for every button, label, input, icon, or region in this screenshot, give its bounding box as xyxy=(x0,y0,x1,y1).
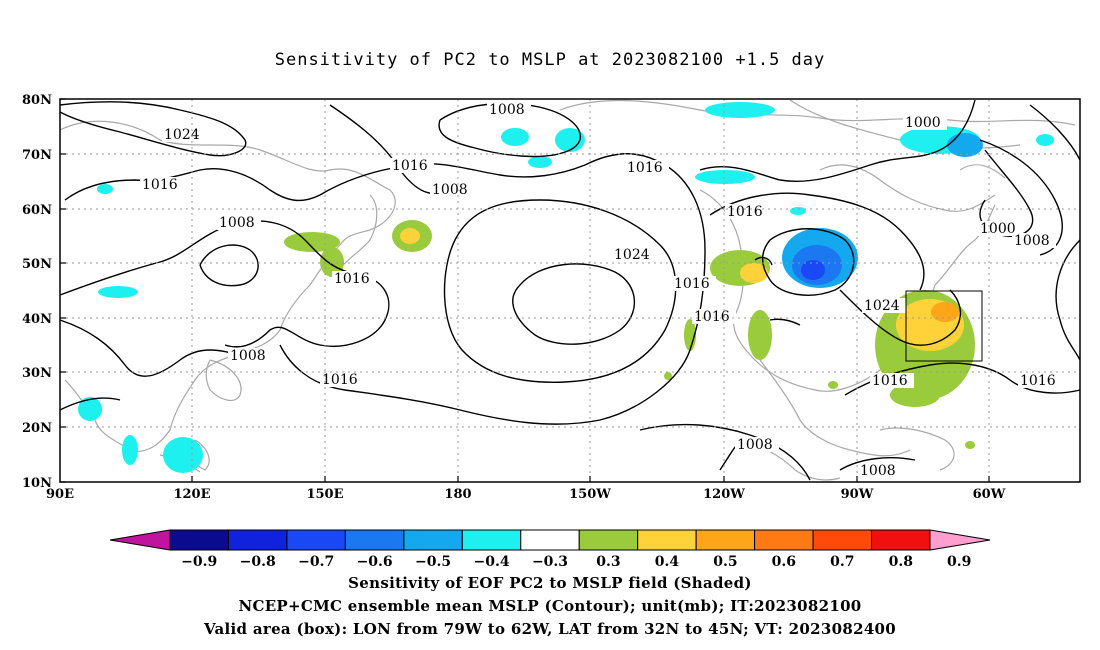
latitude-labels: 80N 70N 60N 50N 40N 30N 20N 10N xyxy=(22,93,52,491)
colorbar: −0.9 −0.8 −0.7 −0.6 −0.5 −0.4 −0.3 0.3 0.4 0.5 0.6… xyxy=(109,529,991,570)
colorbar-cell xyxy=(695,529,756,551)
lat-label-70n: 70N xyxy=(22,148,52,163)
colorbar-tick-label: 0.6 xyxy=(772,554,796,570)
contour-label: 1008 xyxy=(860,463,896,479)
contour-label: 1016 xyxy=(674,276,710,292)
contour-label: 1008 xyxy=(230,348,266,364)
colorbar-cell xyxy=(812,529,873,551)
contour-label: 1016 xyxy=(694,309,730,325)
contour-label: 1016 xyxy=(322,372,358,388)
contour-label: 1008 xyxy=(1014,233,1050,249)
contour-label: 1008 xyxy=(737,437,773,453)
contour-label: 1000 xyxy=(980,221,1016,237)
colorbar-high-arrow xyxy=(929,529,991,551)
colorbar-tick-label: −0.9 xyxy=(181,554,217,570)
lat-label-20n: 20N xyxy=(22,421,52,436)
contour-label: 1008 xyxy=(219,215,255,231)
longitude-labels: 90E 120E 150E 180 150W 120W 90W 60W xyxy=(46,487,1006,502)
colorbar-tick-label: 0.7 xyxy=(830,554,854,570)
mslp-contours xyxy=(59,99,1081,481)
colorbar-tick-label: −0.5 xyxy=(415,554,451,570)
contour-label: 1008 xyxy=(489,102,525,118)
contour-label: 1024 xyxy=(614,247,650,263)
colorbar-tick-label: −0.3 xyxy=(532,554,568,570)
contour-label: 1024 xyxy=(164,127,200,143)
colorbar-tick-label: −0.8 xyxy=(240,554,276,570)
lon-label-60w: 60W xyxy=(973,487,1006,502)
colorbar-cell xyxy=(754,529,814,551)
contour-label: 1016 xyxy=(872,373,908,389)
colorbar-tick-label: −0.6 xyxy=(357,554,393,570)
caption-line-3: Valid area (box): LON from 79W to 62W, L… xyxy=(203,620,897,638)
coastlines xyxy=(59,99,1076,481)
colorbar-cell xyxy=(578,529,639,551)
colorbar-tick-label: 0.3 xyxy=(596,554,620,570)
colorbar-tick-label: 0.5 xyxy=(713,554,737,570)
contour-label: 1016 xyxy=(334,271,370,287)
lon-label-120e: 120E xyxy=(173,487,210,502)
colorbar-tick-label: 0.8 xyxy=(889,554,913,570)
colorbar-cell xyxy=(520,529,580,551)
colorbar-cell xyxy=(227,529,288,551)
contour-label: 1024 xyxy=(864,298,900,314)
lat-label-30n: 30N xyxy=(22,366,52,381)
colorbar-cell xyxy=(871,529,931,551)
lon-label-90w: 90W xyxy=(841,487,874,502)
caption-line-1: Sensitivity of EOF PC2 to MSLP field (Sh… xyxy=(348,574,752,592)
lon-label-90e: 90E xyxy=(46,487,74,502)
colorbar-tick-label: 0.4 xyxy=(655,554,680,570)
contour-label: 1016 xyxy=(1020,373,1056,389)
lon-label-150e: 150E xyxy=(306,487,343,502)
colorbar-cell xyxy=(286,529,346,551)
contour-label: 1016 xyxy=(627,160,663,176)
contour-label: 1016 xyxy=(727,204,763,220)
colorbar-tick-label: 0.9 xyxy=(947,554,971,570)
map-frame xyxy=(59,98,1081,483)
axis-ticks xyxy=(60,98,990,483)
colorbar-cell xyxy=(637,529,697,551)
contour-labels: 1008 1024 1016 1016 1008 1000 1016 1008 … xyxy=(140,102,1062,479)
colorbar-cell xyxy=(169,529,229,551)
lon-label-150w: 150W xyxy=(569,487,611,502)
graticule xyxy=(60,99,1080,482)
colorbar-low-arrow xyxy=(109,529,171,551)
contour-label: 1016 xyxy=(142,177,178,193)
caption-line-2: NCEP+CMC ensemble mean MSLP (Contour); u… xyxy=(238,597,862,615)
lat-label-40n: 40N xyxy=(22,312,52,327)
colorbar-cell xyxy=(344,529,405,551)
contour-label: 1000 xyxy=(905,115,941,131)
contour-label: 1016 xyxy=(392,158,428,174)
lat-label-10n: 10N xyxy=(22,476,52,491)
colorbar-cell xyxy=(403,529,463,551)
lat-label-80n: 80N xyxy=(22,93,52,108)
lon-label-180: 180 xyxy=(444,487,471,502)
contour-label: 1008 xyxy=(432,182,468,198)
lat-label-50n: 50N xyxy=(22,257,52,272)
valid-area-box xyxy=(905,290,983,362)
colorbar-cell xyxy=(461,529,522,551)
colorbar-tick-label: −0.4 xyxy=(473,554,509,570)
map-title: Sensitivity of PC2 to MSLP at 2023082100… xyxy=(274,50,826,70)
lon-label-120w: 120W xyxy=(703,487,745,502)
lat-label-60n: 60N xyxy=(22,203,52,218)
colorbar-tick-label: −0.7 xyxy=(298,554,334,570)
